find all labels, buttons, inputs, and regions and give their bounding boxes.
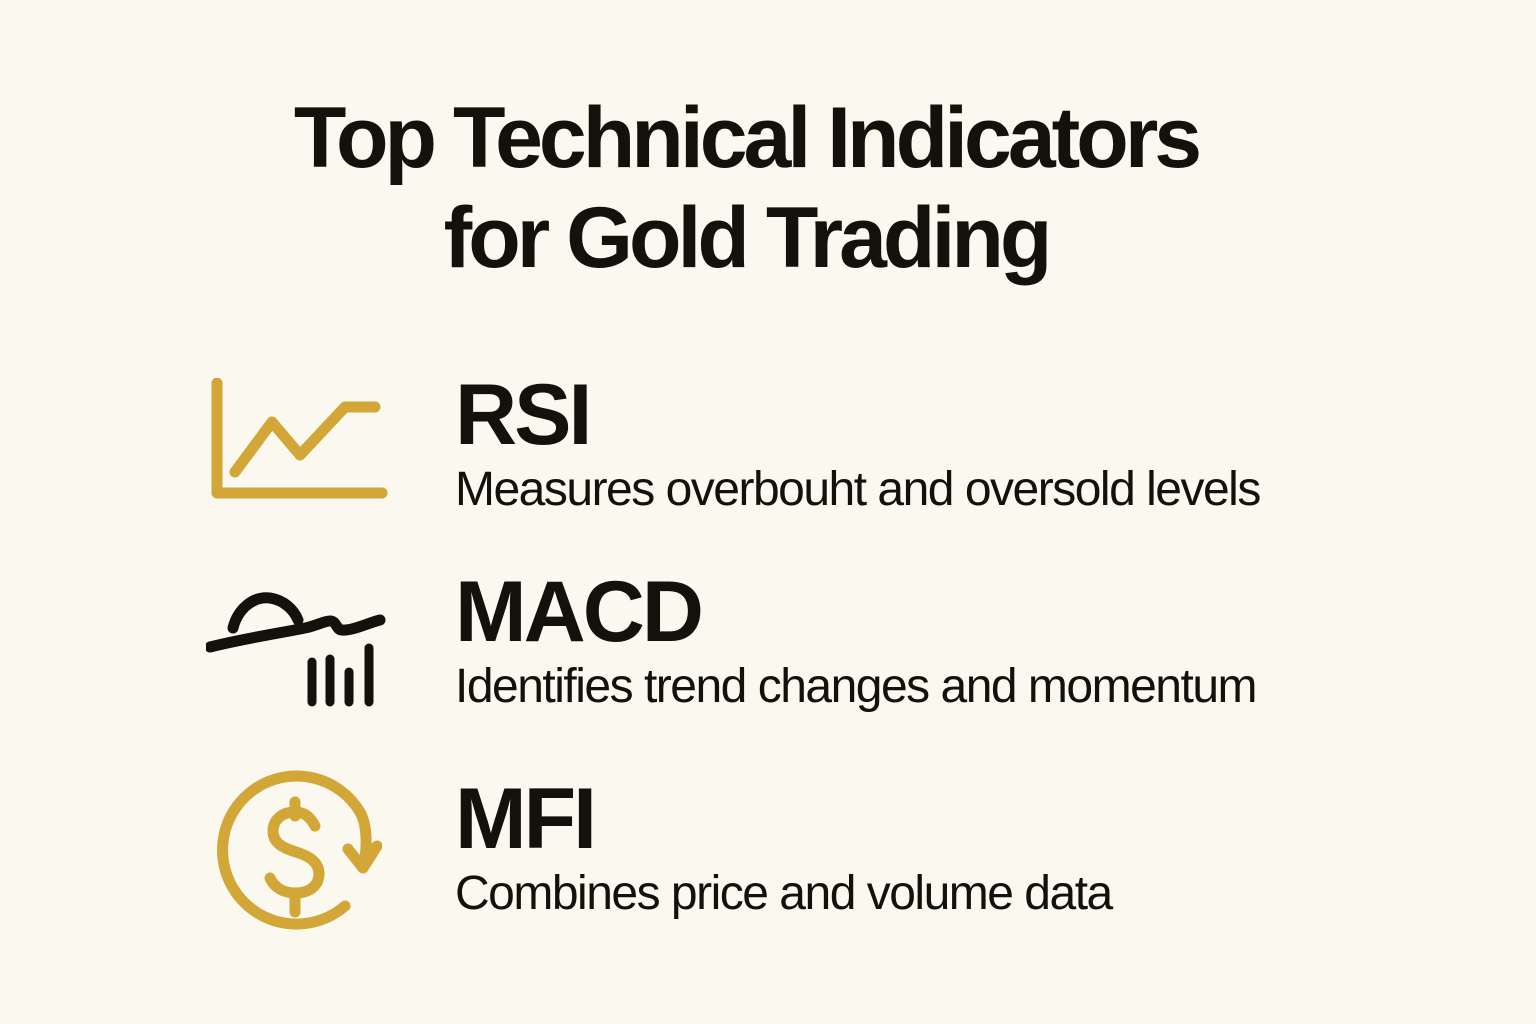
indicator-description: Measures overbouht and oversold levels [455, 463, 1261, 516]
page-title-line-2: for Gold Trading [443, 190, 1053, 286]
indicator-item-macd: MACD Identifies trend changes and moment… [206, 564, 1258, 713]
indicator-item-mfi: MFI Combines price and volume data [210, 770, 1113, 930]
trend-wave-histogram-icon [206, 592, 386, 707]
indicator-description: Combines price and volume data [455, 867, 1113, 920]
indicator-abbr: MFI [455, 771, 597, 867]
indicator-abbr: RSI [455, 367, 592, 463]
line-chart-icon [211, 378, 388, 499]
indicator-item-rsi: RSI Measures overbouht and oversold leve… [210, 367, 1261, 516]
indicator-abbr: MACD [455, 564, 704, 660]
indicator-description: Identifies trend changes and momentum [455, 660, 1258, 713]
dollar-cycle-icon [217, 770, 382, 930]
page-title-line-1: Top Technical Indicators [293, 90, 1202, 186]
page-title: Top Technical Indicators for Gold Tradin… [0, 88, 1492, 288]
